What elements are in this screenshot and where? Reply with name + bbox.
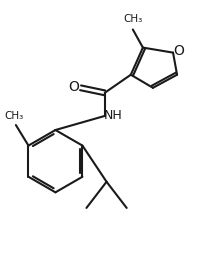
Text: NH: NH bbox=[103, 109, 122, 122]
Text: CH₃: CH₃ bbox=[123, 14, 142, 24]
Text: O: O bbox=[69, 81, 80, 94]
Text: O: O bbox=[174, 44, 185, 58]
Text: CH₃: CH₃ bbox=[4, 110, 24, 121]
